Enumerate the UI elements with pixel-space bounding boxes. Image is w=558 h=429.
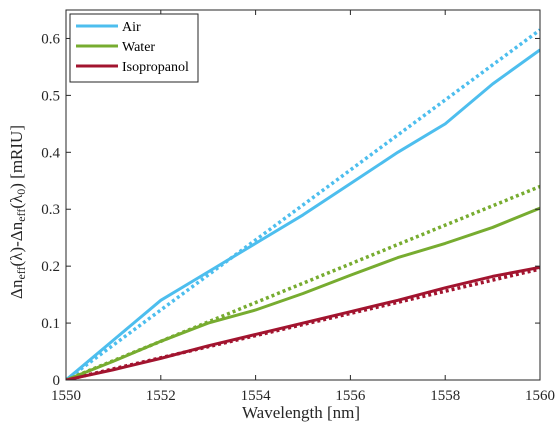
legend: Air Water Isopropanol bbox=[69, 13, 199, 83]
series-line-0 bbox=[66, 48, 540, 380]
y-axis-label: Δneff(λ)-Δneff(λ0) [mRIU] bbox=[7, 125, 28, 299]
axes-box bbox=[65, 9, 541, 381]
y-label-tail: ) [mRIU] bbox=[7, 125, 26, 189]
series-line-1-fit bbox=[66, 28, 540, 380]
x-tick-label: 1558 bbox=[430, 388, 460, 404]
y-label-mid: (λ)-Δn bbox=[7, 221, 26, 266]
y-tick-label: 0.3 bbox=[41, 202, 60, 218]
y-tick-label: 0.6 bbox=[41, 31, 60, 47]
x-tick-label: 1550 bbox=[51, 388, 81, 404]
plot-area bbox=[66, 28, 540, 380]
x-tick-label: 1556 bbox=[335, 388, 366, 404]
y-label-sub3: 0 bbox=[14, 189, 28, 195]
x-tick-label: 1552 bbox=[146, 388, 176, 404]
y-label-sub2: eff bbox=[14, 209, 28, 222]
y-label-sub1: eff bbox=[14, 266, 28, 279]
y-tick-label: 0.5 bbox=[41, 88, 60, 104]
y-tick-label: 0 bbox=[53, 373, 61, 389]
y-label-paren-open: (λ bbox=[7, 194, 26, 209]
y-label-delta1: Δn bbox=[7, 279, 26, 299]
x-axis-label: Wavelength [nm] bbox=[242, 403, 360, 422]
x-tick-label: 1560 bbox=[525, 388, 555, 404]
series-line-4 bbox=[66, 265, 540, 380]
x-tick-label: 1554 bbox=[241, 388, 272, 404]
series-line-2 bbox=[66, 206, 540, 380]
legend-label: Water bbox=[122, 40, 155, 55]
ticks: 1550 1552 1554 1556 1558 1560 0 0.1 0.2 0.3 0.4 0.5… bbox=[41, 10, 555, 404]
axes bbox=[65, 9, 541, 381]
y-tick-label: 0.2 bbox=[41, 259, 60, 275]
legend-label: Air bbox=[122, 20, 141, 35]
legend-label: Isopropanol bbox=[122, 60, 189, 75]
y-tick-label: 0.4 bbox=[41, 145, 60, 161]
y-tick-label: 0.1 bbox=[41, 316, 60, 332]
